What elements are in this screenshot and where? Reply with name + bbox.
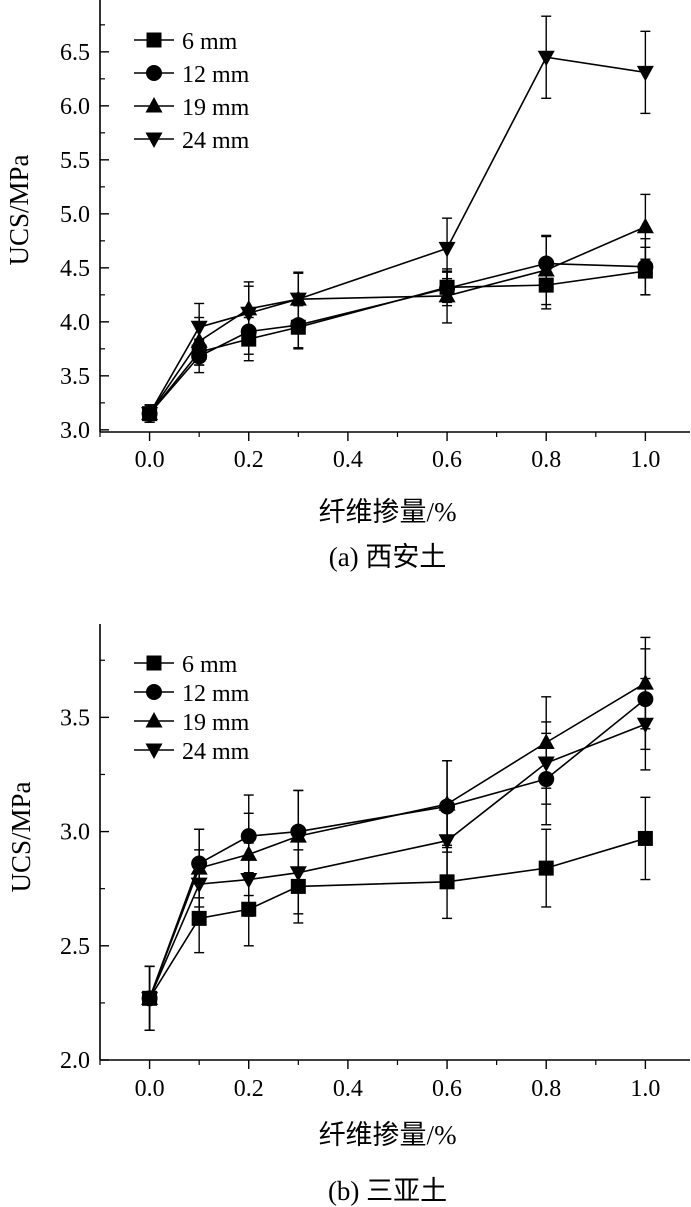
- legend-label: 6 mm: [182, 652, 238, 678]
- legend-marker: [145, 97, 163, 113]
- data-point: [240, 873, 258, 889]
- data-point: [190, 877, 208, 894]
- data-point: [636, 717, 654, 734]
- chart-panel-a: 3.0 3.5 4.0 4.5 5.0 5.5 6.0 6.5 0.0 0.2 0.4 0.6 0.8 1…: [4, 0, 690, 572]
- y-tick-label: 3.5: [60, 705, 90, 731]
- legend-label: 24 mm: [182, 739, 250, 765]
- x-tick-label: 0.4: [333, 447, 363, 473]
- data-point: [537, 261, 555, 277]
- data-point: [438, 241, 456, 258]
- data-point: [190, 320, 208, 337]
- y-axis-label: UCS/MPa: [6, 781, 36, 892]
- y-tick-label: 5.5: [60, 148, 90, 174]
- legend-marker: [146, 32, 162, 48]
- series-24mm: [141, 15, 654, 423]
- data-point: [537, 50, 555, 67]
- y-tick-label: 2.5: [60, 934, 90, 960]
- data-point: [538, 860, 554, 876]
- series-line: [148, 837, 646, 999]
- data-point: [438, 286, 456, 303]
- data-point: [537, 756, 555, 773]
- legend: 6 mm 12 mm 19 mm 24 mm: [134, 652, 250, 765]
- y-tick-label: 3.0: [60, 418, 90, 444]
- y-tick-label: 3.0: [60, 820, 90, 846]
- legend-label: 6 mm: [182, 29, 238, 55]
- x-tick-label: 0.2: [234, 447, 264, 473]
- series-line: [148, 262, 646, 415]
- legend-label: 12 mm: [182, 681, 250, 707]
- legend-marker: [146, 684, 162, 700]
- legend-marker: [145, 132, 163, 148]
- y-tick-label: 2.0: [60, 1048, 90, 1074]
- legend-label: 12 mm: [182, 62, 250, 88]
- x-tick-label: 0.0: [135, 1076, 165, 1102]
- legend: 6 mm 12 mm 19 mm 24 mm: [134, 29, 250, 154]
- x-tick-label: 0.8: [531, 447, 561, 473]
- series-line: [148, 270, 646, 415]
- series-6mm: [142, 796, 653, 1032]
- y-tick-label: 6.0: [60, 94, 90, 120]
- x-axis-label: 纤维掺量/%: [319, 1120, 457, 1150]
- data-point: [141, 991, 159, 1008]
- y-tick-label: 6.5: [60, 40, 90, 66]
- x-tick-label: 0.8: [531, 1076, 561, 1102]
- y-tick-label: 4.0: [60, 310, 90, 336]
- y-tick-label: 4.5: [60, 256, 90, 282]
- data-point: [141, 407, 159, 423]
- data-point: [289, 866, 307, 882]
- figure-caption: (b) 三亚土: [328, 1176, 447, 1206]
- data-point: [439, 874, 455, 890]
- x-tick-label: 1.0: [630, 447, 660, 473]
- x-tick-label: 1.0: [630, 1076, 660, 1102]
- legend-marker: [145, 743, 163, 759]
- legend-label: 19 mm: [182, 710, 250, 736]
- x-tick-label: 0.6: [432, 447, 462, 473]
- data-point: [636, 217, 654, 234]
- data-point: [438, 834, 456, 850]
- legend-marker: [145, 712, 163, 728]
- legend-marker: [146, 65, 162, 81]
- series-24mm: [141, 677, 654, 1032]
- series-6mm: [142, 246, 653, 423]
- legend-marker: [146, 655, 162, 671]
- y-tick-label: 5.0: [60, 202, 90, 228]
- series-19mm: [141, 193, 654, 423]
- chart-panel-b: 2.0 2.5 3.0 3.5 0.0 0.2 0.4 0.6 0.8 1.0 纤维掺量/% UCS/…: [6, 624, 690, 1206]
- x-tick-label: 0.2: [234, 1076, 264, 1102]
- data-point: [637, 830, 653, 846]
- data-point: [438, 795, 456, 811]
- y-axis-label: UCS/MPa: [4, 154, 34, 265]
- x-tick-label: 0.4: [333, 1076, 363, 1102]
- legend-label: 24 mm: [182, 128, 250, 154]
- data-point: [289, 292, 307, 309]
- data-point: [240, 306, 258, 323]
- y-tick-label: 3.5: [60, 364, 90, 390]
- x-tick-label: 0.0: [135, 447, 165, 473]
- x-tick-label: 0.6: [432, 1076, 462, 1102]
- data-point: [636, 65, 654, 82]
- data-point: [637, 258, 654, 275]
- legend-label: 19 mm: [182, 95, 250, 121]
- figure-caption: (a) 西安土: [329, 542, 447, 572]
- x-axis-label: 纤维掺量/%: [319, 497, 457, 527]
